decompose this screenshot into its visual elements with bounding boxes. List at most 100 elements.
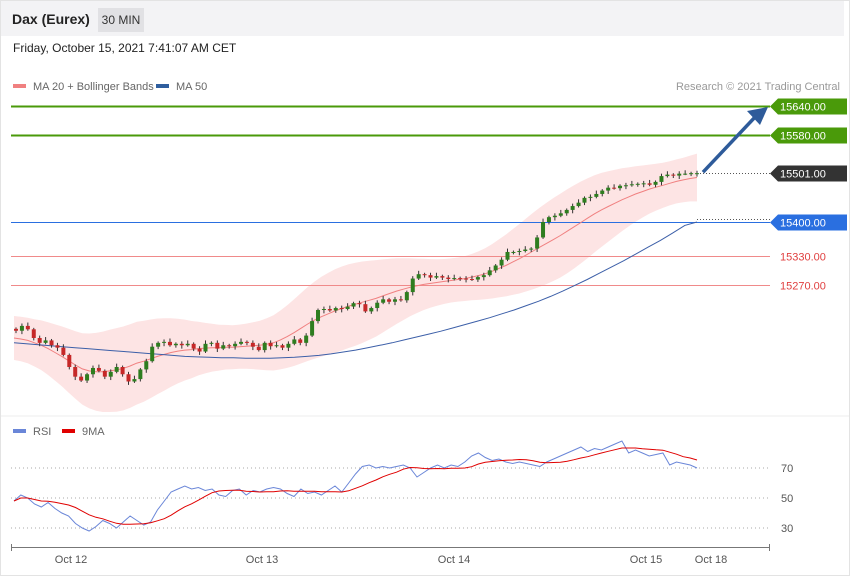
resistance-label-1: 15580.00 bbox=[780, 131, 826, 143]
rsi-tick-2: 30 bbox=[781, 523, 793, 535]
candle-body bbox=[659, 176, 664, 182]
candle-body bbox=[85, 374, 90, 381]
candle-body bbox=[677, 173, 682, 176]
candle-body bbox=[96, 367, 101, 371]
candle-body bbox=[618, 185, 623, 189]
candle-body bbox=[162, 341, 167, 343]
x-tick-label-3: Oct 15 bbox=[630, 554, 662, 566]
candle-body bbox=[304, 335, 309, 343]
candle-body bbox=[464, 278, 469, 280]
candle-body bbox=[120, 367, 125, 375]
candle-body bbox=[695, 173, 699, 175]
instrument-title: Dax (Eurex) bbox=[12, 11, 90, 27]
candle-body bbox=[505, 251, 510, 260]
resistance-tag-1 bbox=[770, 127, 847, 144]
candle-body bbox=[14, 328, 18, 331]
candle-body bbox=[635, 183, 640, 185]
projection-arrow-head bbox=[747, 107, 768, 125]
candle-body bbox=[310, 321, 315, 336]
legend-label-0: MA 20 + Bollinger Bands bbox=[33, 81, 154, 93]
candle-body bbox=[31, 329, 36, 338]
candle-body bbox=[487, 270, 492, 276]
candle-body bbox=[132, 379, 137, 382]
candle-body bbox=[43, 340, 48, 343]
last-price-tag bbox=[770, 165, 847, 182]
candle-body bbox=[144, 361, 149, 370]
candle-body bbox=[434, 276, 439, 278]
timestamp: Friday, October 15, 2021 7:41:07 AM CET bbox=[13, 41, 237, 55]
candle-body bbox=[233, 343, 238, 347]
candle-body bbox=[517, 251, 522, 252]
candle-body bbox=[511, 251, 516, 253]
candle-body bbox=[61, 347, 66, 355]
candle-body bbox=[641, 183, 646, 185]
candle-body bbox=[197, 348, 202, 352]
candle-body bbox=[523, 249, 528, 251]
candle-body bbox=[410, 278, 415, 293]
candle-body bbox=[339, 308, 344, 310]
candle-body bbox=[588, 196, 593, 198]
candle-body bbox=[274, 345, 279, 347]
candle-body bbox=[623, 185, 628, 187]
projection-arrow bbox=[701, 113, 759, 174]
candle-body bbox=[209, 342, 214, 344]
candle-body bbox=[203, 343, 208, 352]
legend-label-1: MA 50 bbox=[176, 81, 207, 93]
legend-swatch-0 bbox=[13, 84, 26, 88]
candle-body bbox=[262, 342, 267, 351]
rsi-tick-0: 70 bbox=[781, 463, 793, 475]
x-tick-label-0: Oct 12 bbox=[55, 554, 87, 566]
rsi-ma-line bbox=[13, 447, 698, 525]
ma50-line bbox=[13, 221, 698, 359]
candle-body bbox=[564, 209, 569, 214]
candle-body bbox=[475, 277, 480, 280]
candle-body bbox=[351, 303, 356, 307]
bollinger-band bbox=[14, 153, 697, 412]
candle-body bbox=[268, 342, 273, 347]
candle-body bbox=[179, 343, 184, 346]
candle-body bbox=[469, 279, 474, 281]
candle-body bbox=[570, 206, 575, 210]
candle-body bbox=[79, 376, 84, 381]
candle-body bbox=[215, 342, 220, 349]
x-tick-label-4: Oct 18 bbox=[695, 554, 727, 566]
chart-header: Dax (Eurex) 30 MIN bbox=[1, 1, 844, 36]
candle-body bbox=[606, 187, 611, 191]
candle-body bbox=[404, 292, 409, 301]
resistance-label-0: 15640.00 bbox=[780, 102, 826, 114]
copyright-notice: Research © 2021 Trading Central bbox=[676, 81, 840, 93]
interval-button[interactable]: 30 MIN bbox=[98, 8, 144, 32]
candle-body bbox=[600, 190, 605, 194]
last-price-label: 15501.00 bbox=[780, 169, 826, 181]
candle-body bbox=[156, 342, 161, 347]
candle-body bbox=[446, 277, 451, 280]
candle-body bbox=[582, 197, 587, 203]
candle-body bbox=[689, 173, 694, 175]
candle-body bbox=[138, 369, 143, 380]
candle-body bbox=[173, 343, 178, 346]
candle-body bbox=[239, 341, 244, 344]
candle-body bbox=[286, 343, 291, 348]
x-tick-label-1: Oct 13 bbox=[246, 554, 278, 566]
rsi-legend-swatch-1 bbox=[62, 429, 75, 433]
candle-body bbox=[126, 374, 131, 382]
candle-body bbox=[102, 370, 107, 377]
support-label-4: 15330.00 bbox=[780, 252, 826, 264]
candle-body bbox=[221, 345, 226, 349]
candle-body bbox=[375, 302, 380, 309]
candle-body bbox=[280, 345, 285, 348]
candle-body bbox=[458, 278, 463, 280]
candle-body bbox=[493, 265, 498, 271]
candle-body bbox=[150, 346, 155, 362]
candle-body bbox=[37, 338, 42, 343]
candle-body bbox=[292, 339, 297, 344]
candle-body bbox=[114, 367, 119, 372]
candle-body bbox=[345, 306, 350, 309]
candle-body bbox=[558, 213, 563, 216]
candle-body bbox=[422, 274, 427, 276]
candle-body bbox=[671, 174, 676, 176]
candle-body bbox=[363, 304, 368, 312]
candle-body bbox=[428, 275, 433, 278]
candle-body bbox=[535, 237, 540, 249]
